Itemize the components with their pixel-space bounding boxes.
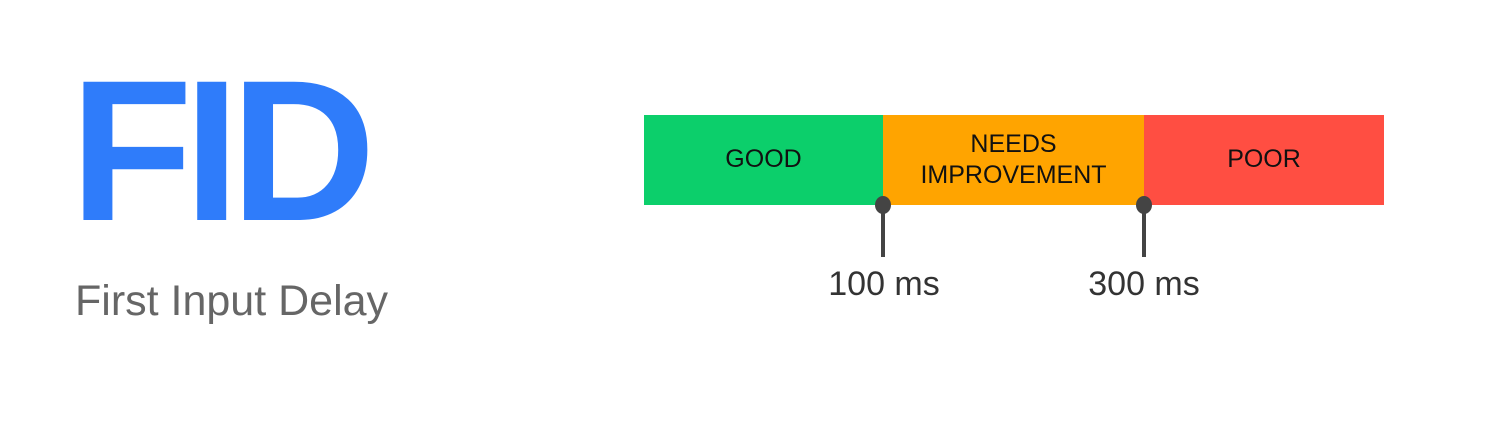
threshold-label-100: 100 ms	[828, 265, 940, 303]
segment-poor: POOR	[1144, 115, 1384, 205]
segment-label: POOR	[1227, 145, 1301, 174]
marker-dot	[875, 196, 891, 214]
threshold-label-300: 300 ms	[1088, 265, 1200, 303]
segment-good: GOOD	[644, 115, 883, 205]
segment-label: NEEDS IMPROVEMENT	[920, 129, 1107, 189]
metric-abbreviation: FID	[70, 38, 376, 263]
segment-label: GOOD	[725, 145, 802, 174]
marker-dot	[1136, 196, 1152, 214]
metric-name: First Input Delay	[75, 277, 389, 325]
marker-stem	[1142, 205, 1146, 257]
threshold-bar: GOOD NEEDS IMPROVEMENT POOR	[644, 115, 1384, 205]
segment-needs-improvement: NEEDS IMPROVEMENT	[883, 115, 1144, 205]
marker-stem	[881, 205, 885, 257]
